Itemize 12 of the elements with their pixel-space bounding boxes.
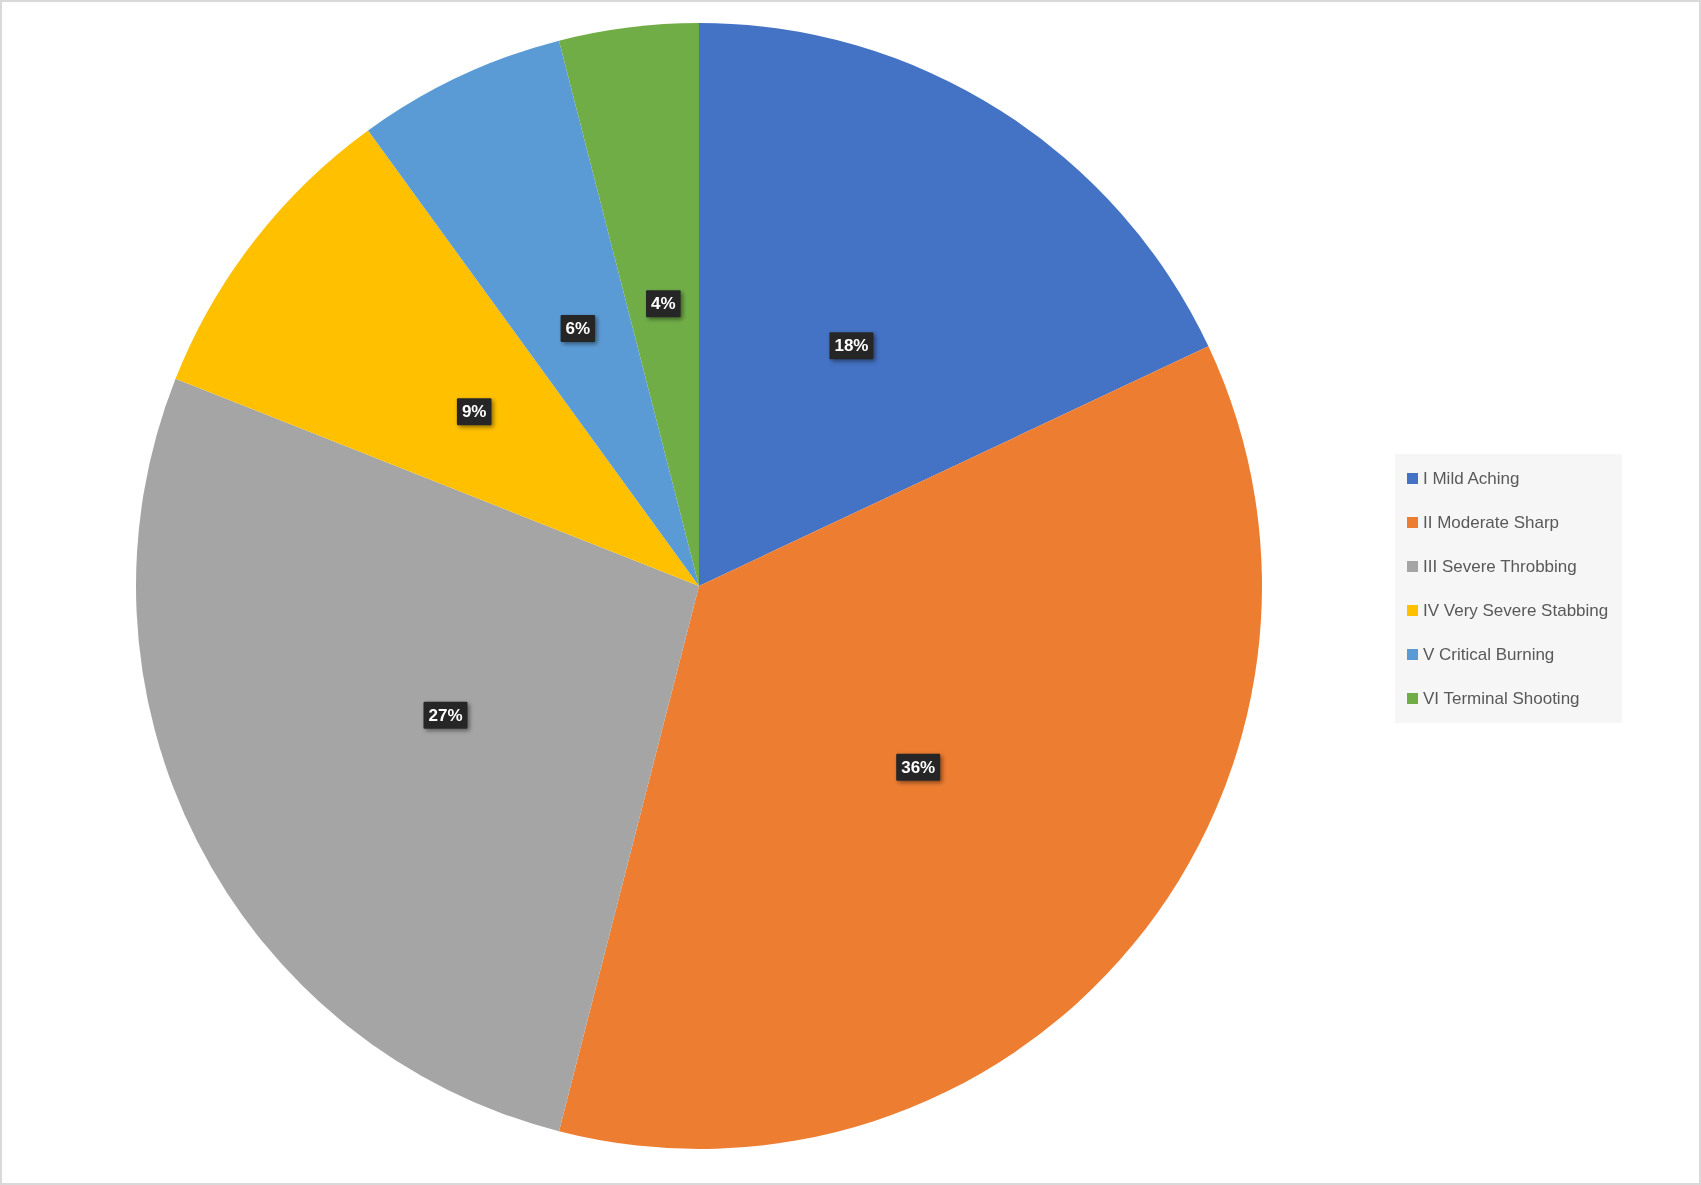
legend-label: II Moderate Sharp — [1423, 513, 1560, 532]
data-label: 4% — [651, 294, 676, 314]
legend-label: V Critical Burning — [1423, 645, 1555, 664]
legend-label: VI Terminal Shooting — [1423, 689, 1580, 708]
data-label: 18% — [834, 336, 869, 356]
data-label: 27% — [428, 705, 463, 725]
legend-label: III Severe Throbbing — [1423, 557, 1577, 576]
data-label: 6% — [565, 319, 591, 339]
data-label: 9% — [461, 402, 487, 422]
data-label: 36% — [901, 757, 936, 777]
legend-label: I Mild Aching — [1423, 469, 1520, 488]
legend-label: IV Very Severe Stabbing — [1423, 601, 1609, 620]
